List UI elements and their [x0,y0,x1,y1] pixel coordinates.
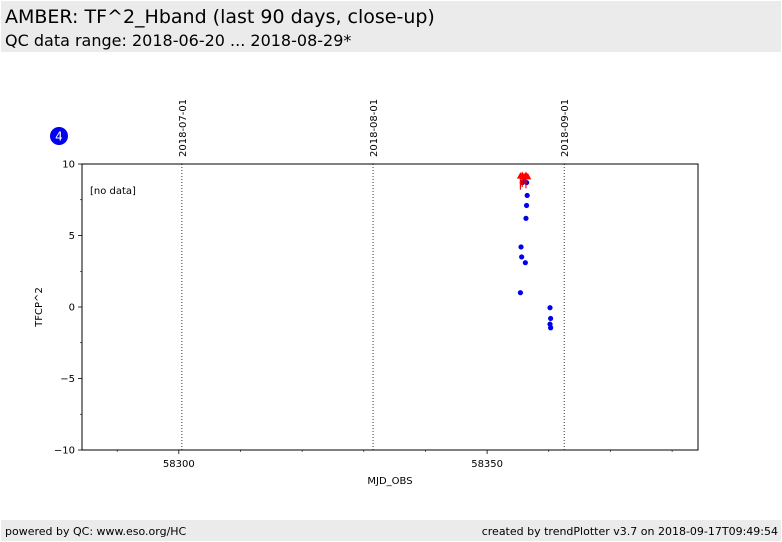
y-tick-label: 0 [69,303,75,314]
y-tick-label: −5 [60,374,75,385]
data-point [522,260,528,266]
month-marker-label: 2018-09-01 [560,99,571,157]
footer-credit: powered by QC: www.eso.org/HC [5,525,187,538]
data-point [517,290,524,296]
page-subtitle: QC data range: 2018-06-20 ... 2018-08-29… [5,31,352,50]
data-point [523,215,529,221]
data-point [547,305,553,311]
data-point [523,179,530,186]
no-data-annotation: [no data] [90,186,136,197]
data-point [518,244,524,250]
data-point [524,192,530,199]
x-tick-label: 58350 [471,459,503,470]
page-title: AMBER: TF^2_Hband (last 90 days, close-u… [5,6,435,28]
count-badge-label: 4 [55,130,63,144]
y-tick-label: −10 [54,446,75,457]
y-axis-label: TFCP^2 [34,287,45,328]
y-tick-label: 10 [62,160,75,171]
y-tick-label: 5 [69,231,75,242]
data-point [523,202,530,209]
x-tick-label: 58300 [163,459,195,470]
footer-bar: powered by QC: www.eso.org/HC created by… [1,520,781,541]
plot-frame [81,163,699,451]
data-point [548,315,554,322]
month-marker-label: 2018-07-01 [178,99,189,157]
data-point [548,325,554,331]
x-axis-label: MJD_OBS [367,476,412,487]
data-point-limit [524,172,532,180]
header-bar: AMBER: TF^2_Hband (last 90 days, close-u… [1,1,781,52]
footer-timestamp: created by trendPlotter v3.7 on 2018-09-… [481,525,778,538]
month-marker-label: 2018-08-01 [369,99,380,157]
count-badge: 4 [50,127,68,145]
data-point [519,254,525,260]
